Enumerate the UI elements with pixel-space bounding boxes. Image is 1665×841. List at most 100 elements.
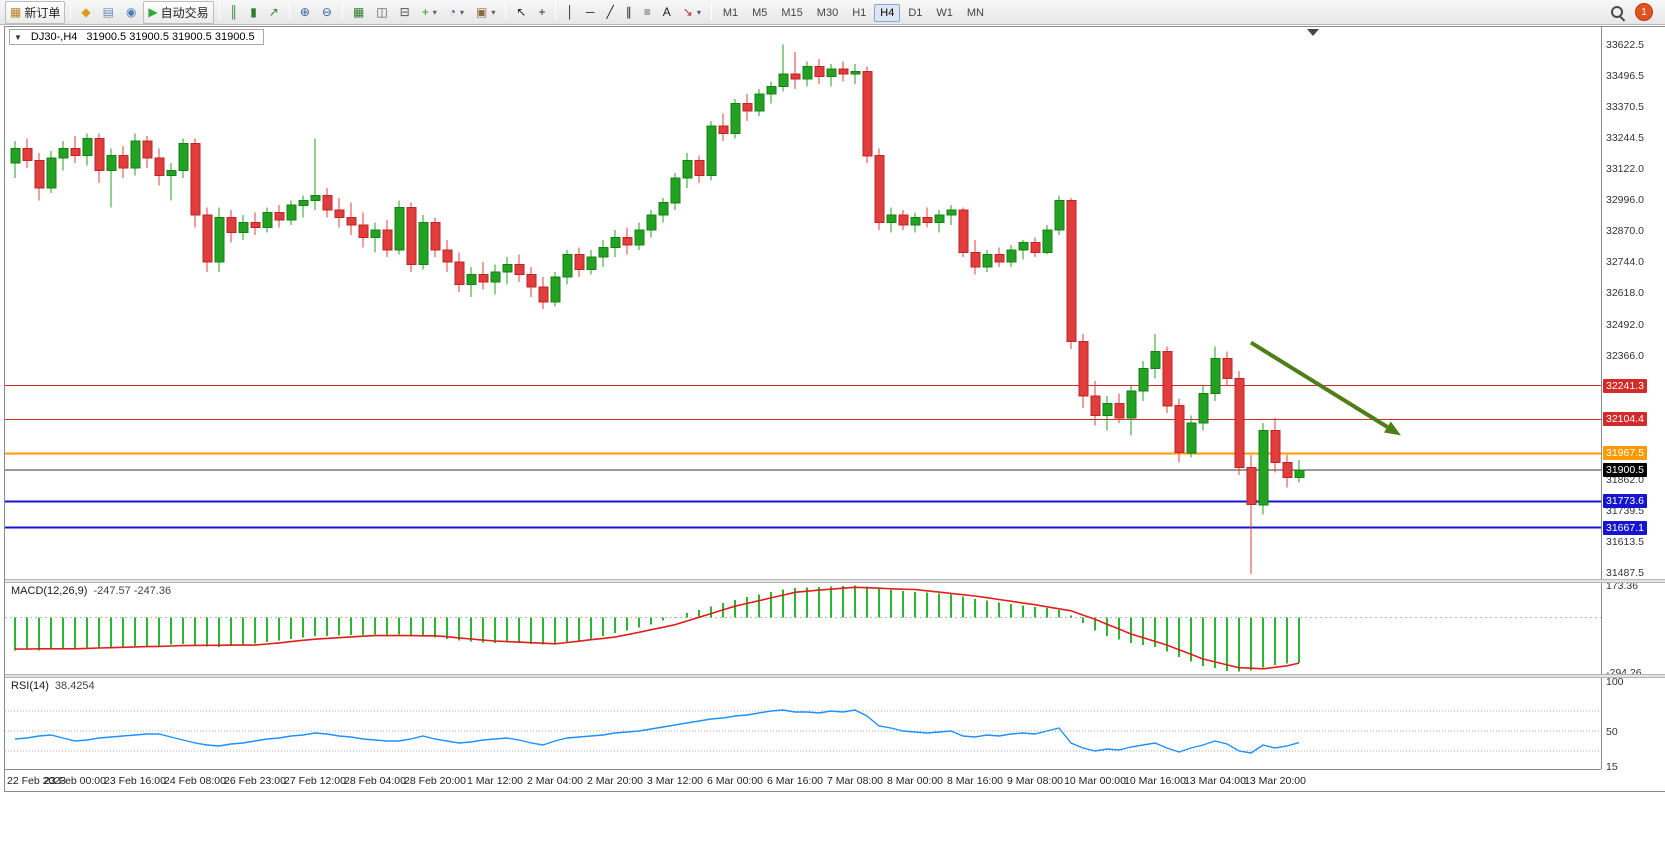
price-tick: 32366.0: [1606, 349, 1644, 362]
timeframe-h1[interactable]: H1: [852, 7, 867, 19]
templates-button[interactable]: ▣ ▾: [471, 3, 500, 21]
channel-icon: ∥: [625, 5, 632, 19]
market-watch-button[interactable]: ◉: [121, 3, 141, 21]
indicators-button[interactable]: + ▾: [417, 3, 442, 21]
zoom-in-icon: ⊕: [299, 5, 310, 19]
vertical-line-button[interactable]: │: [561, 3, 579, 21]
cursor-button[interactable]: ↖: [511, 3, 531, 21]
toolbar-separator: [218, 3, 220, 20]
gold-diamond-icon: ◆: [81, 5, 91, 19]
trendline-button[interactable]: ╱: [601, 3, 618, 21]
chart-ohlc: 31900.5 31900.5 31900.5 31900.5: [86, 31, 255, 43]
timeframe-m15[interactable]: M15: [781, 7, 803, 19]
candlestick-chart-button[interactable]: ▮: [245, 3, 262, 21]
time-tick: 28 Feb 20:00: [404, 775, 466, 787]
toolbar-separator: [70, 3, 72, 20]
timeframe-m5[interactable]: M5: [752, 7, 768, 19]
pane-splitter[interactable]: [5, 674, 1665, 678]
toolbar-right: 1: [1610, 3, 1661, 21]
rsi-name: RSI(14): [11, 680, 49, 692]
add-indicator-icon: +: [421, 5, 429, 19]
pane-splitter[interactable]: [5, 579, 1665, 583]
toolbar-separator: [505, 3, 507, 20]
toolbar-separator: [555, 3, 557, 20]
zoom-out-button[interactable]: ⊖: [317, 3, 337, 21]
auto-trading-button[interactable]: ▶ 自动交易: [143, 0, 214, 24]
macd-canvas[interactable]: [5, 583, 1601, 674]
price-tick: 32870.0: [1606, 224, 1644, 237]
time-tick: 8 Mar 00:00: [886, 775, 944, 787]
fibonacci-icon: ≡: [643, 5, 651, 19]
chart-symbol-period: DJ30-,H4: [30, 31, 78, 43]
profiles-button[interactable]: ▤: [98, 3, 119, 21]
time-tick: 24 Feb 08:00: [164, 775, 226, 787]
timeframe-h4[interactable]: H4: [874, 4, 901, 22]
time-tick: 9 Mar 08:00: [1006, 775, 1064, 787]
price-line-badge: 31773.6: [1603, 494, 1647, 509]
horizontal-line-icon: ─: [585, 5, 595, 19]
arrows-button[interactable]: ↘ ▾: [678, 3, 706, 21]
candlestick-icon: ▮: [250, 5, 257, 19]
notification-badge[interactable]: 1: [1635, 3, 1653, 21]
time-tick: 10 Mar 16:00: [1124, 775, 1186, 787]
zoom-in-button[interactable]: ⊕: [295, 3, 315, 21]
price-tick: 33370.5: [1606, 101, 1644, 114]
trendline-icon: ╱: [606, 5, 614, 19]
horizontal-line-button[interactable]: ─: [581, 3, 600, 21]
new-order-button[interactable]: ▦ 新订单: [5, 0, 66, 24]
rsi-canvas[interactable]: [5, 678, 1601, 769]
price-tick: 33122.0: [1606, 162, 1644, 175]
main-chart-canvas[interactable]: [5, 27, 1601, 579]
tile-windows-button[interactable]: ▦: [348, 3, 369, 21]
cursor-icon: ↖: [516, 5, 527, 19]
time-tick: 22 Feb 2023: [7, 775, 66, 787]
timeframe-mn[interactable]: MN: [966, 7, 984, 19]
chart-dropdown-icon[interactable]: ▼: [14, 32, 22, 42]
tile-vertical-icon: ⊟: [399, 5, 410, 19]
time-axis[interactable]: 22 Feb 2023 23 Feb 00:00 23 Feb 16:00 24 Fe…: [5, 769, 1601, 791]
time-tick: 8 Mar 16:00: [946, 775, 1004, 787]
crosshair-icon: +: [538, 5, 546, 19]
bar-chart-button[interactable]: ║: [225, 3, 244, 21]
text-button[interactable]: A: [658, 3, 676, 21]
periods-button[interactable]: ◔ ▾: [444, 3, 469, 21]
timeframe-w1[interactable]: W1: [936, 7, 953, 19]
caret-down-icon: ▾: [460, 7, 465, 17]
price-axis[interactable]: 33622.5 33496.5 33370.5 33244.5 33122.0 32996…: [1601, 27, 1665, 773]
line-chart-button[interactable]: ↗: [264, 3, 284, 21]
time-tick: 27 Feb 12:00: [284, 775, 346, 787]
price-tick: 32618.0: [1606, 287, 1644, 300]
arrange-windows-button[interactable]: ⊟: [395, 3, 415, 21]
time-tick: 7 Mar 08:00: [826, 775, 884, 787]
rsi-label: RSI(14) 38.4254: [11, 680, 95, 692]
channel-button[interactable]: ∥: [621, 3, 637, 21]
time-tick: 6 Mar 00:00: [706, 775, 764, 787]
time-tick: 23 Feb 00:00: [44, 775, 106, 787]
search-icon[interactable]: [1610, 5, 1625, 20]
time-tick: 2 Mar 20:00: [586, 775, 644, 787]
price-tick: 31613.5: [1606, 536, 1644, 548]
caret-down-icon: ▾: [432, 7, 437, 17]
fibonacci-button[interactable]: ≡: [639, 3, 656, 21]
crosshair-button[interactable]: +: [533, 3, 550, 21]
timeframe-m30[interactable]: M30: [816, 7, 839, 19]
new-order-icon: ▦: [10, 5, 22, 19]
profiles-icon: ▤: [102, 5, 114, 19]
timeframe-d1[interactable]: D1: [908, 7, 923, 19]
timeframe-m1[interactable]: M1: [722, 7, 739, 19]
price-line-badge: 32241.3: [1603, 378, 1647, 393]
cascade-windows-button[interactable]: ◫: [371, 3, 392, 21]
price-tick: 33244.5: [1606, 132, 1644, 145]
price-line-badge: 31900.5: [1603, 462, 1647, 477]
auto-trading-button-label: 自动交易: [160, 5, 209, 20]
line-chart-icon: ↗: [268, 5, 279, 19]
time-tick: 1 Mar 12:00: [466, 775, 524, 787]
chart-title[interactable]: ▼ DJ30-,H4 31900.5 31900.5 31900.5 31900…: [9, 29, 264, 45]
price-tick: 31862.0: [1606, 474, 1644, 487]
zoom-out-icon: ⊖: [321, 5, 332, 19]
rsi-scale-label: 50: [1606, 726, 1618, 738]
vertical-line-icon: │: [566, 5, 574, 19]
charts-button[interactable]: ◆: [76, 3, 95, 21]
rsi-scale-label: 15: [1606, 761, 1618, 773]
price-line-badge: 32104.4: [1603, 412, 1647, 427]
